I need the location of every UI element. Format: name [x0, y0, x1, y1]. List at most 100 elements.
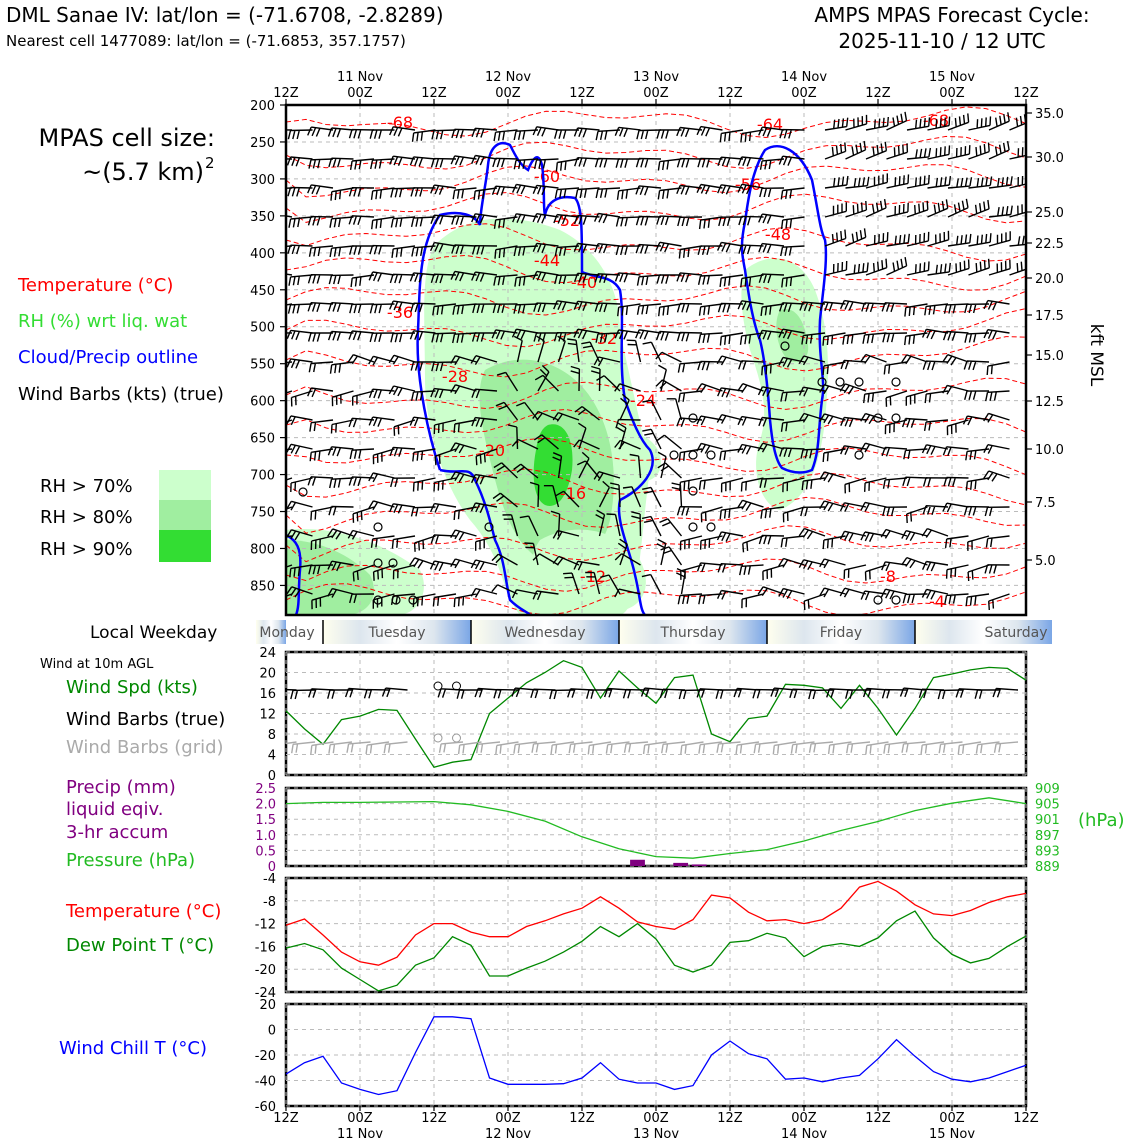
surface-barb-grid: [383, 741, 408, 754]
wind-barb: [885, 390, 908, 407]
wind-barb: [641, 573, 662, 595]
wind-barb: [348, 215, 375, 226]
wind-barb: [968, 142, 990, 160]
wind-barb: [594, 273, 621, 284]
kft-tick-label: 22.5: [1035, 237, 1064, 252]
wind-barb: [430, 184, 457, 195]
precip-panel-tick-label: 2.5: [255, 782, 276, 797]
surface-barb-grid: [772, 741, 797, 755]
wind-barb: [759, 477, 785, 488]
legend-wind-spd: Wind Spd (kts): [66, 677, 198, 698]
wind-barb: [863, 390, 887, 404]
wind-barb: [676, 567, 686, 595]
wind-barb: [451, 215, 477, 226]
wind-barb: [331, 390, 354, 407]
wind-barb: [760, 303, 785, 316]
wind-barb: [906, 174, 930, 189]
wind-barb: [595, 187, 621, 199]
wind-barb: [716, 414, 744, 424]
precip-bar: [630, 859, 645, 866]
wind-barb: [700, 506, 723, 523]
temperature-label: -44: [534, 251, 560, 270]
wind-barb: [697, 274, 723, 285]
surface-barb-grid: [938, 741, 963, 754]
wind-barb: [391, 535, 416, 549]
legend-cloud: Cloud/Precip outline: [18, 347, 198, 368]
wind-barb: [532, 553, 559, 566]
temperature-contour: [286, 164, 1026, 198]
temperature-label: -24: [630, 391, 656, 410]
calm-wind-marker: [706, 522, 716, 532]
precip-panel-tick-label: 1.0: [255, 829, 276, 844]
wind-barb: [411, 129, 436, 142]
wind-barb: [330, 187, 354, 201]
wind-barb: [740, 129, 764, 143]
time-tick-label-bottom: 12Z: [717, 1111, 743, 1126]
wind-barb: [988, 593, 1010, 611]
time-tick-label-top: 00Z: [347, 86, 373, 101]
wind-barb: [698, 303, 723, 316]
wind-barb: [349, 593, 375, 604]
surface-barb-grid: [286, 741, 297, 745]
wind-barb: [493, 462, 518, 479]
wind-barb: [410, 216, 436, 228]
wind-barb: [614, 588, 641, 598]
kft-tick-label: 17.5: [1035, 309, 1064, 324]
wind-barb: [716, 531, 744, 542]
surface-barb-grid: [846, 741, 871, 754]
wind-barb: [860, 353, 887, 364]
calm-wind-marker: [373, 522, 383, 532]
kft-tick-label: 20.0: [1035, 272, 1064, 287]
precip-panel-tick-label: 2.0: [255, 798, 276, 813]
wind-barb: [822, 361, 846, 375]
wind-barb: [369, 244, 395, 255]
wind-barb: [676, 506, 703, 516]
kft-tick-label: 35.0: [1035, 107, 1064, 122]
date-label-bottom: 12 Nov: [485, 1127, 531, 1140]
calm-wind-marker: [688, 450, 698, 460]
wind-barb: [431, 129, 457, 140]
calm-wind-marker: [835, 377, 845, 387]
wind-barb: [595, 509, 606, 537]
surface-barb-true: [974, 689, 1000, 699]
wind-barb: [861, 302, 887, 313]
wind-barb: [865, 198, 887, 218]
wind-barb: [390, 216, 416, 228]
wind-barb: [452, 187, 477, 200]
wind-barb: [984, 506, 1010, 517]
wind-barb: [716, 355, 744, 366]
wind-barb: [286, 586, 313, 598]
wind-barb: [514, 274, 539, 287]
wind-barb: [347, 529, 375, 540]
wind-barb: [905, 390, 928, 406]
time-tick-label-top: 00Z: [939, 86, 965, 101]
wind-barb: [552, 529, 580, 540]
surface-barb-true: [286, 688, 297, 691]
wind-barb: [368, 271, 395, 282]
temperature-contour: [286, 525, 1026, 563]
surface-barb-grid: [587, 741, 612, 755]
windchill-panel-tick-label: 0: [268, 1024, 276, 1039]
wind-barb: [737, 183, 764, 195]
weekday-band: [256, 620, 286, 644]
wind-barb: [349, 245, 374, 255]
calm-wind-marker: [688, 413, 698, 423]
pressure-tick-label: 500: [250, 321, 275, 336]
surface-barb-grid: [550, 741, 575, 755]
wind-barb: [947, 233, 972, 247]
surface-barb-grid: [291, 741, 316, 754]
wind-barb: [433, 419, 457, 435]
wind-barb: [758, 273, 785, 284]
wind-barb: [352, 506, 375, 523]
temperature-contour: [286, 408, 1026, 443]
calm-wind-marker: [780, 341, 790, 351]
wind-barb: [798, 527, 826, 540]
wind-barb: [389, 155, 416, 166]
wind-barb: [410, 390, 436, 402]
wind-barb: [659, 518, 683, 537]
wind-barb: [494, 245, 518, 259]
surface-barb-grid: [328, 741, 353, 754]
wind-barb: [622, 486, 642, 508]
wind-barb: [513, 303, 539, 314]
wind-barb: [865, 173, 888, 189]
